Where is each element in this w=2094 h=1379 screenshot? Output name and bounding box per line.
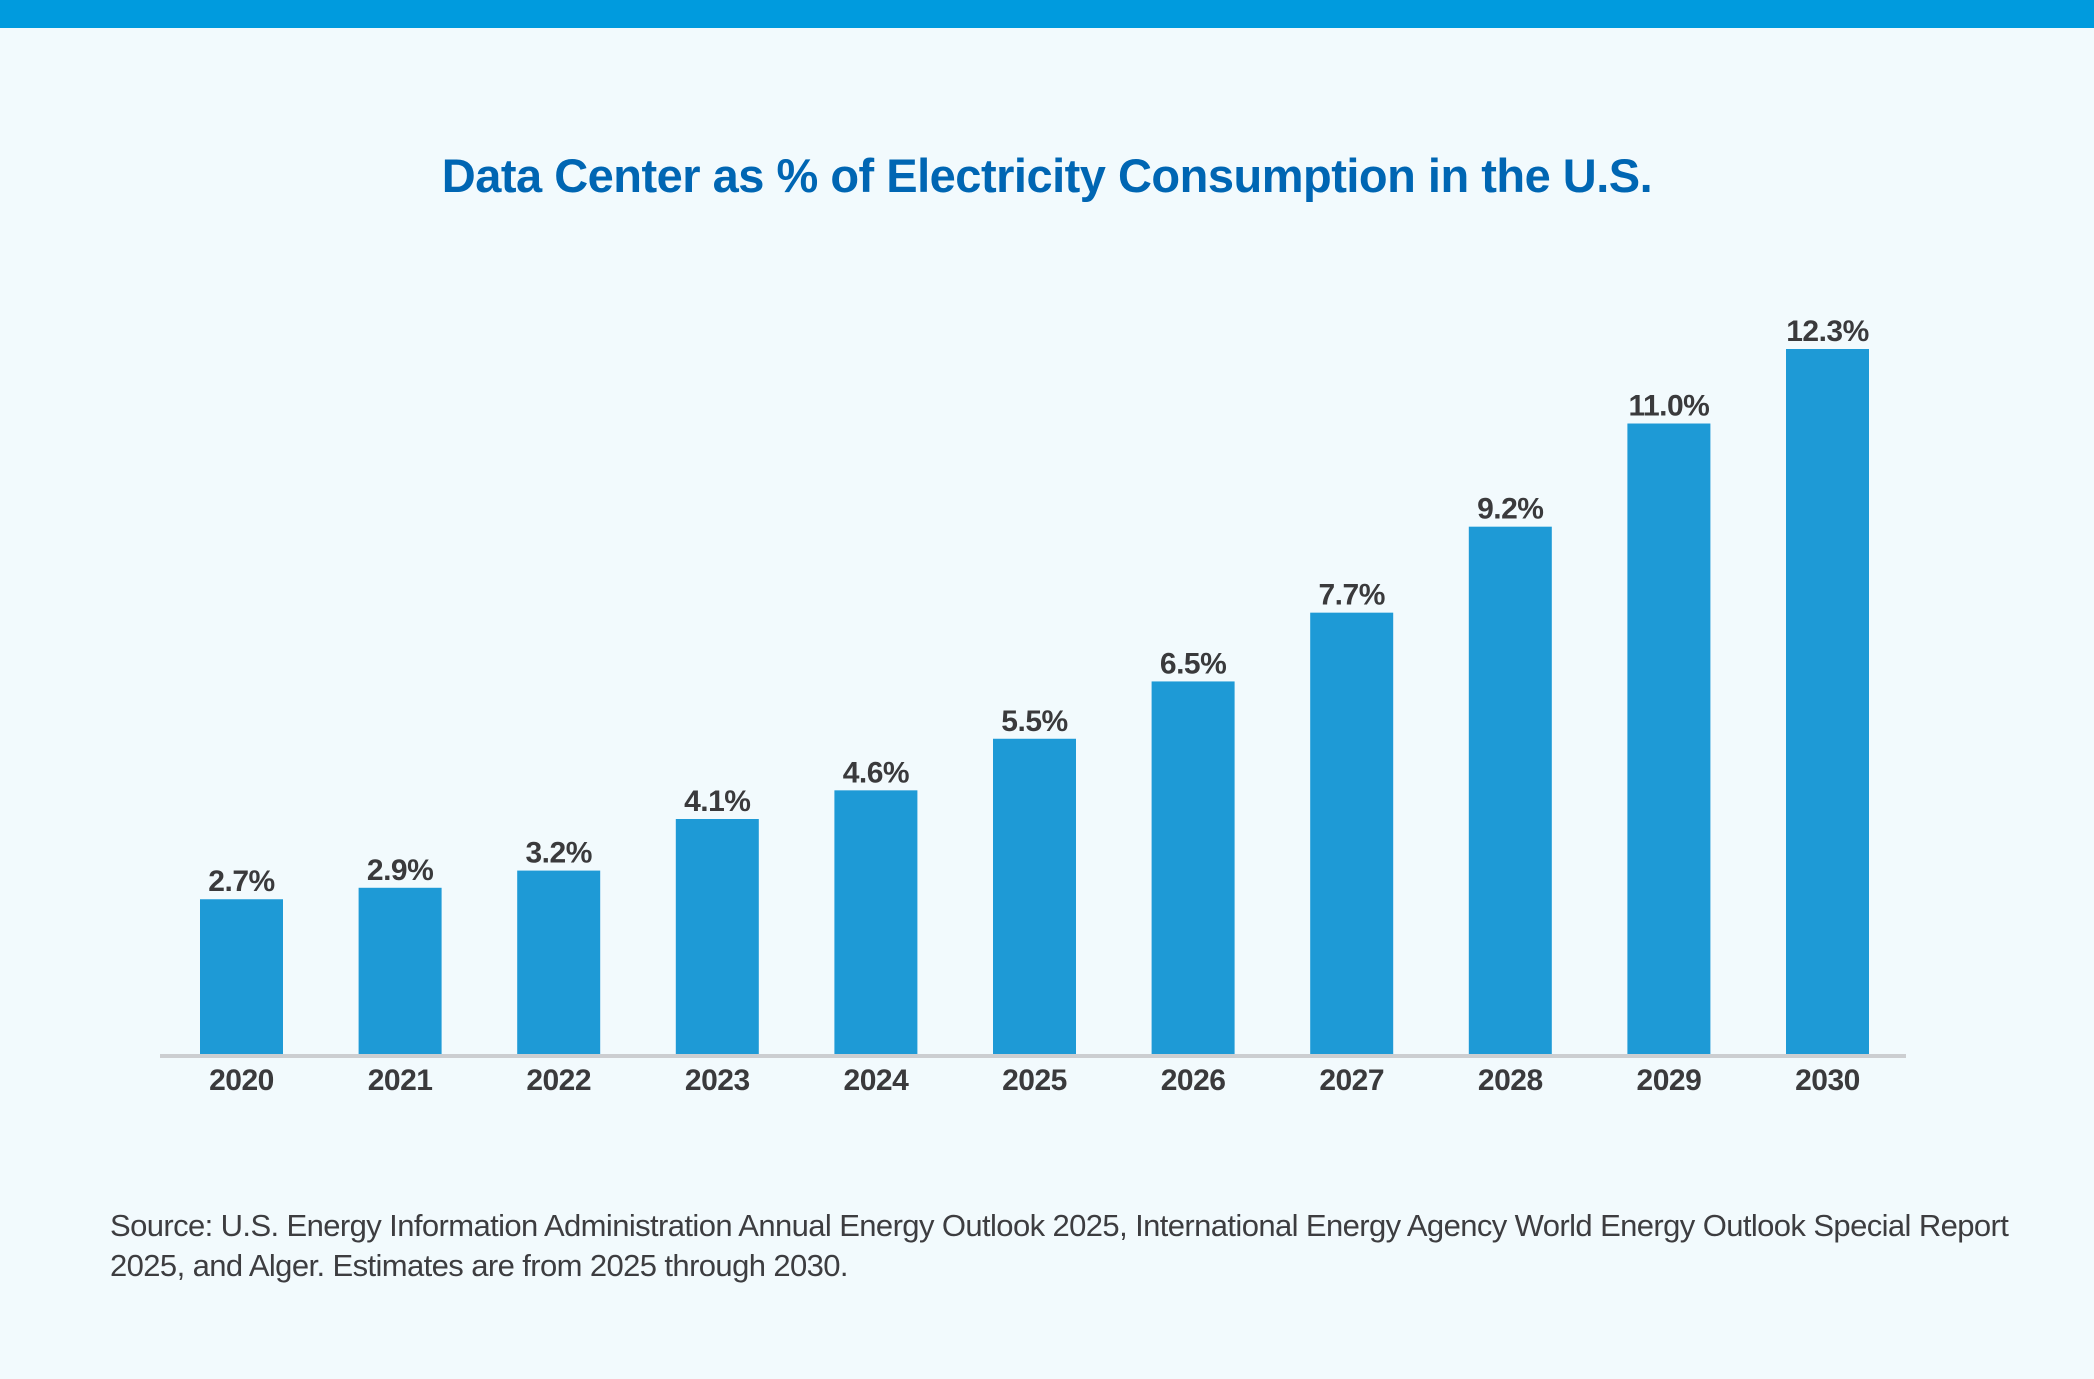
- x-tick-label-2021: 2021: [368, 1064, 433, 1097]
- bars-group: 2.7% 2.9% 3.2% 4.1% 4.6% 5.5% 6.5% 7.7% 9.2% 11.0…: [200, 315, 1869, 1054]
- x-tick-label-2030: 2030: [1795, 1064, 1860, 1097]
- bar-2030: [1786, 349, 1869, 1054]
- bar-2028: [1468, 526, 1552, 1054]
- source-note: Source: U.S. Energy Information Administ…: [110, 1208, 2009, 1283]
- x-tick-label-2024: 2024: [844, 1064, 910, 1097]
- data-label-2026: 6.5%: [1160, 647, 1226, 680]
- bar-2026: [1151, 681, 1235, 1054]
- bar-2023: [675, 819, 759, 1054]
- data-label-2024: 4.6%: [843, 756, 909, 789]
- chart-title: Data Center as % of Electricity Consumpt…: [441, 149, 1653, 202]
- data-label-2027: 7.7%: [1319, 579, 1385, 612]
- bar-chart: 2.7% 2.9% 3.2% 4.1% 4.6% 5.5% 6.5% 7.7% 9.2% 11.0…: [160, 315, 1906, 1097]
- data-label-2021: 2.9%: [367, 854, 433, 887]
- x-tick-label-2023: 2023: [685, 1064, 750, 1097]
- data-label-2029: 11.0%: [1628, 390, 1709, 423]
- data-label-2020: 2.7%: [208, 865, 274, 898]
- data-label-2030: 12.3%: [1786, 315, 1869, 348]
- bar-2021: [358, 887, 442, 1054]
- bar-2024: [834, 790, 918, 1054]
- x-tick-label-2029: 2029: [1637, 1064, 1702, 1097]
- x-tick-label-2020: 2020: [209, 1064, 274, 1097]
- x-tick-label-2028: 2028: [1478, 1064, 1543, 1097]
- x-tick-labels: 2020 2021 2022 2023 2024 2025 2026 2027 2028 2029…: [209, 1064, 1860, 1097]
- x-tick-label-2027: 2027: [1319, 1064, 1384, 1097]
- bar-2020: [200, 899, 283, 1054]
- top-accent-bar: [0, 0, 2094, 28]
- bar-2027: [1310, 612, 1394, 1054]
- data-label-2028: 9.2%: [1477, 493, 1543, 526]
- bar-2029: [1627, 423, 1711, 1054]
- data-label-2022: 3.2%: [526, 837, 592, 870]
- data-label-2023: 4.1%: [684, 785, 750, 818]
- x-tick-label-2026: 2026: [1161, 1064, 1226, 1097]
- x-tick-label-2025: 2025: [1002, 1064, 1067, 1097]
- bar-2022: [517, 870, 601, 1054]
- data-label-2025: 5.5%: [1001, 705, 1067, 738]
- bar-2025: [993, 738, 1076, 1054]
- x-tick-label-2022: 2022: [526, 1064, 591, 1097]
